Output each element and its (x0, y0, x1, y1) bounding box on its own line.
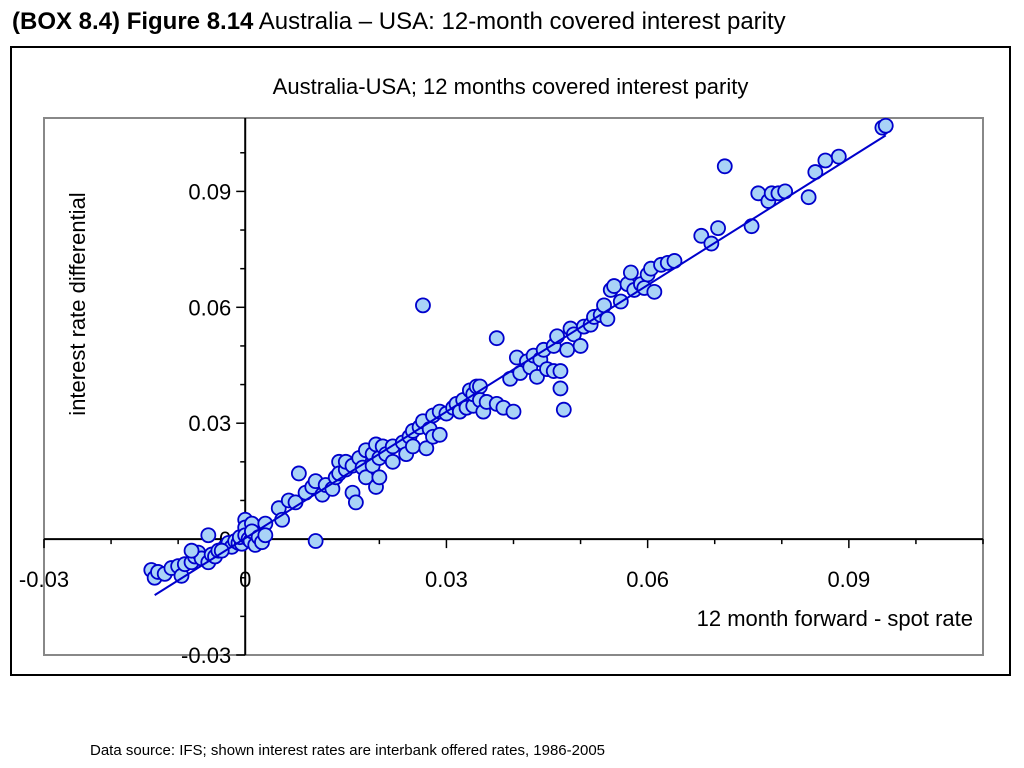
data-point (552, 363, 569, 379)
data-point (710, 220, 726, 237)
data-point (384, 453, 401, 470)
chart-title: Australia-USA; 12 months covered interes… (272, 74, 749, 99)
data-point (800, 189, 817, 206)
data-point (817, 152, 834, 169)
data-point (555, 401, 572, 418)
data-point (877, 117, 894, 134)
x-tick-label: 0 (239, 567, 251, 592)
data-point (200, 527, 217, 544)
data-point (371, 469, 388, 486)
regression-line (154, 134, 887, 596)
data-point (418, 440, 435, 457)
data-point (830, 148, 847, 165)
y-tick-label: 0.06 (188, 295, 231, 320)
data-point (307, 533, 324, 549)
plot-area-border (43, 117, 984, 656)
x-tick-label: 0.09 (827, 567, 870, 592)
data-point (599, 310, 616, 327)
y-tick-label: -0.03 (181, 643, 231, 668)
data-point (572, 338, 589, 354)
data-point (431, 426, 448, 443)
x-axis-label: 12 month forward - spot rate (697, 606, 973, 631)
data-point (257, 527, 274, 544)
chart-frame (10, 46, 1011, 676)
data-point (505, 403, 522, 420)
data-point (347, 494, 364, 511)
data-point (415, 297, 431, 314)
figure-heading: (BOX 8.4) Figure 8.14 Australia – USA: 1… (12, 8, 786, 36)
x-tick-label: -0.03 (19, 567, 69, 592)
data-point (552, 380, 569, 397)
y-axis-label: interest rate differential (65, 192, 90, 415)
figure-heading-prefix: (BOX 8.4) Figure 8.14 (12, 8, 254, 35)
data-point (404, 438, 421, 455)
source-note: Data source: IFS; shown interest rates a… (90, 742, 606, 759)
data-point (646, 283, 663, 300)
data-point (743, 218, 760, 235)
y-tick-label: 0.09 (188, 179, 231, 204)
x-tick-label: 0.06 (626, 567, 669, 592)
data-point (488, 330, 505, 347)
data-point (290, 465, 307, 482)
data-point (559, 341, 576, 358)
x-tick-label: 0.03 (425, 567, 468, 592)
data-point (183, 542, 200, 559)
figure-heading-text: Australia – USA: 12-month covered intere… (258, 8, 786, 35)
data-point (716, 158, 733, 175)
data-point (606, 278, 623, 294)
data-point (622, 264, 639, 281)
y-tick-label: 0.03 (188, 411, 231, 436)
